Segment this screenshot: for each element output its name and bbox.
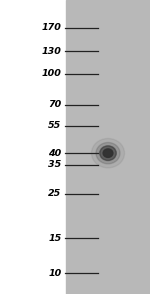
Text: 70: 70 [48,100,62,109]
Text: 130: 130 [42,47,62,56]
Text: 170: 170 [42,24,62,32]
Ellipse shape [92,138,124,168]
Ellipse shape [96,143,120,164]
Ellipse shape [103,149,113,157]
Text: 10: 10 [48,269,62,278]
Ellipse shape [100,146,116,161]
Text: 55: 55 [48,121,62,130]
Bar [66,0,150,294]
Text: 100: 100 [42,69,62,78]
Text: 40: 40 [48,149,62,158]
Text: 35: 35 [48,160,62,169]
Bar [0,0,66,294]
Text: 15: 15 [48,233,62,243]
Text: 25: 25 [48,189,62,198]
